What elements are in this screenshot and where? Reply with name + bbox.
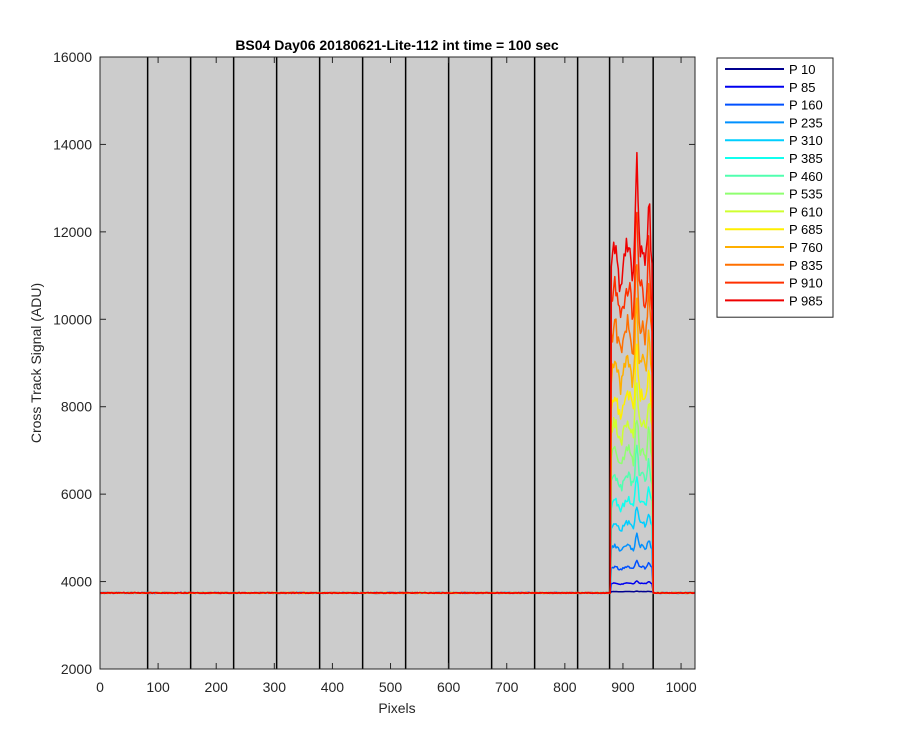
legend-entry: P 760 xyxy=(789,240,823,255)
x-tick-label: 1000 xyxy=(665,679,696,695)
x-tick-label: 900 xyxy=(611,679,635,695)
x-tick-label: 500 xyxy=(379,679,403,695)
x-tick-label: 400 xyxy=(321,679,345,695)
legend-entry: P 535 xyxy=(789,187,823,202)
y-tick-label: 8000 xyxy=(61,399,92,415)
legend-box xyxy=(716,57,834,318)
legend-entry: P 610 xyxy=(789,204,823,219)
x-tick-label: 200 xyxy=(205,679,229,695)
series-line-p985 xyxy=(99,151,696,595)
chart-title: BS04 Day06 20180621-Lite-112 int time = … xyxy=(235,37,559,53)
y-tick-label: 16000 xyxy=(53,49,92,65)
x-tick-label: 0 xyxy=(96,679,104,695)
legend-entry: P 910 xyxy=(789,276,823,291)
x-tick-label: 100 xyxy=(146,679,170,695)
series-lines xyxy=(99,151,696,595)
legend-entry: P 685 xyxy=(789,222,823,237)
x-tick-label: 700 xyxy=(495,679,519,695)
legend-entry: P 235 xyxy=(789,115,823,130)
x-axis-label: Pixels xyxy=(378,700,415,716)
y-tick-label: 10000 xyxy=(53,311,92,327)
plot-frame xyxy=(99,56,696,670)
legend-entry: P 385 xyxy=(789,151,823,166)
axis-ticks: 0 100 200 300 400 500 600 700 800 900 1000 2000 4000… xyxy=(53,49,697,695)
legend-entry: P 985 xyxy=(789,293,823,308)
legend-entry: P 460 xyxy=(789,169,823,184)
legend-entry: P 310 xyxy=(789,133,823,148)
x-tick-label: 800 xyxy=(553,679,577,695)
legend: P 10 P 85 P 160 P 235 P 310 P 385 P 460 P 535 P … xyxy=(716,57,834,318)
y-tick-label: 6000 xyxy=(61,486,92,502)
x-tick-label: 600 xyxy=(437,679,461,695)
y-tick-label: 2000 xyxy=(61,661,92,677)
legend-entry: P 85 xyxy=(789,80,816,95)
legend-entry: P 835 xyxy=(789,258,823,273)
legend-entry: P 160 xyxy=(789,98,823,113)
legend-entry: P 10 xyxy=(789,62,816,77)
y-axis-label: Cross Track Signal (ADU) xyxy=(28,283,44,443)
x-tick-label: 300 xyxy=(263,679,287,695)
y-tick-label: 12000 xyxy=(53,224,92,240)
y-tick-label: 14000 xyxy=(53,136,92,152)
y-tick-label: 4000 xyxy=(61,574,92,590)
plot-area xyxy=(100,57,695,669)
